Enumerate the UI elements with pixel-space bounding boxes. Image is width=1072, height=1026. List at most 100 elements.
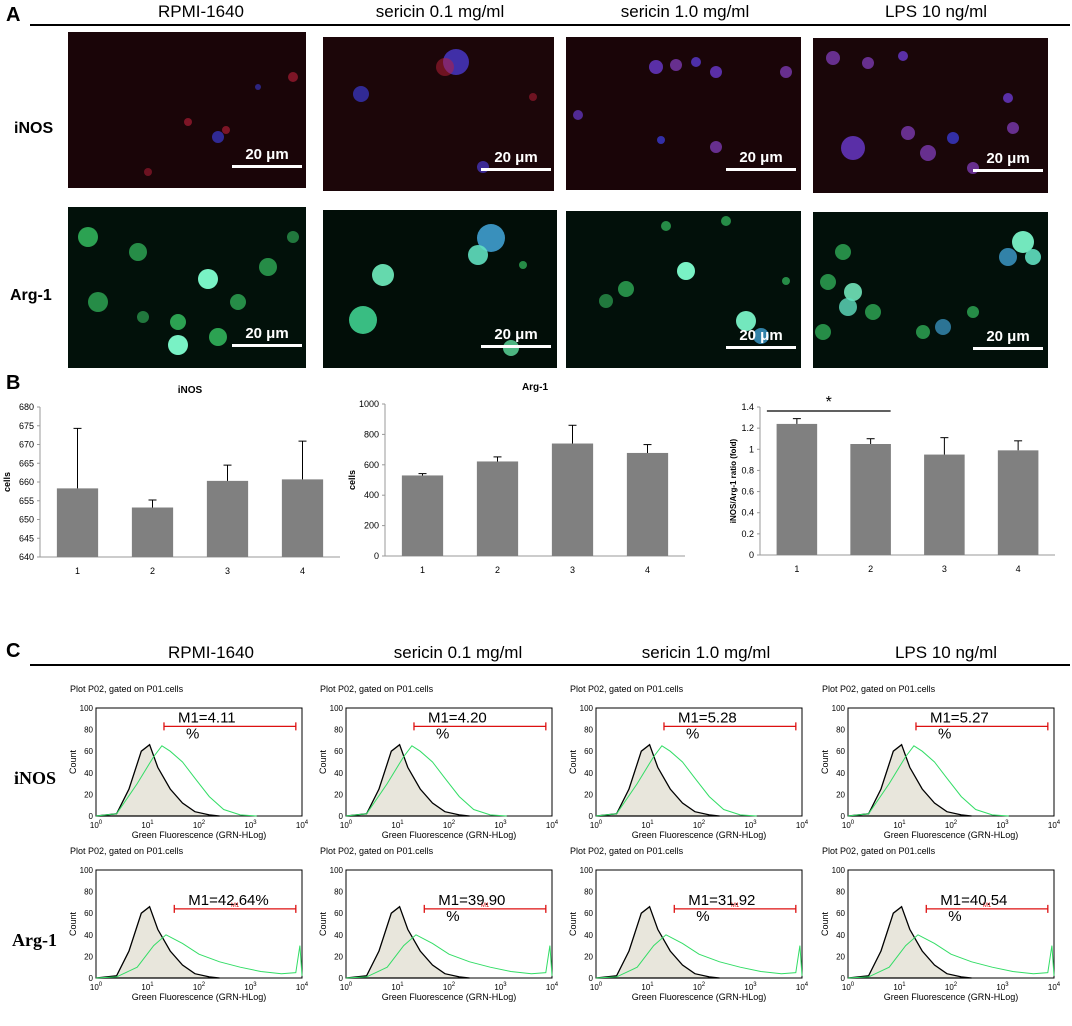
- micrograph-arg1-rpmi: 20 μm: [68, 207, 306, 368]
- micrograph-arg1-sericin10: 20 μm: [566, 211, 801, 368]
- x-tick-label: 101: [641, 820, 654, 830]
- y-tick-label: 665: [19, 458, 34, 468]
- x-tick-exponent: 0: [349, 982, 353, 988]
- control-histogram: [847, 743, 972, 817]
- y-tick-label: 640: [19, 552, 34, 562]
- y-tick-label: 40: [84, 931, 93, 940]
- y-tick-label: 600: [364, 460, 379, 470]
- m1-value-line: M1=5.27: [930, 709, 989, 726]
- panel-a-col-title-4: LPS 10 ng/ml: [884, 2, 988, 21]
- panel-c-col-title-4: LPS 10 ng/ml: [894, 643, 998, 662]
- m1-gate-label: M1: [983, 903, 992, 909]
- sample-histogram: [95, 934, 303, 979]
- control-histogram: [595, 743, 720, 817]
- flow-histogram: Plot P02, gated on P01.cells020406080100…: [820, 846, 1061, 1002]
- panel-c-letter: C: [6, 640, 21, 662]
- y-tick-label: 0: [841, 974, 846, 983]
- x-tick-label: 101: [391, 982, 404, 992]
- scale-bar: 20 μm: [481, 149, 551, 171]
- y-tick-label: 60: [84, 747, 93, 756]
- x-tick-exponent: 2: [452, 982, 456, 988]
- m1-value-line: %: [186, 725, 199, 742]
- scale-bar: 20 μm: [726, 327, 796, 349]
- x-tick-exponent: 2: [702, 982, 706, 988]
- y-tick-label: 60: [836, 909, 845, 918]
- scale-bar-label: 20 μm: [494, 149, 538, 166]
- panel-c-header-line: [30, 664, 1070, 666]
- x-axis-label: Green Fluorescence (GRN-HLog): [884, 992, 1019, 1002]
- x-tick-label: 102: [193, 982, 206, 992]
- y-tick-label: 1.2: [741, 423, 754, 433]
- x-tick-label: 4: [300, 566, 305, 576]
- x-tick-label: 102: [443, 820, 456, 830]
- x-axis-label: Green Fluorescence (GRN-HLog): [132, 830, 267, 840]
- x-tick-exponent: 3: [253, 820, 257, 826]
- x-tick-exponent: 3: [503, 820, 507, 826]
- x-axis-label: Green Fluorescence (GRN-HLog): [632, 992, 767, 1002]
- micrograph-arg1-sericin01: 20 μm: [323, 210, 557, 368]
- plot-caption: Plot P02, gated on P01.cells: [320, 846, 434, 856]
- x-tick-label: 100: [340, 982, 353, 992]
- y-tick-label: 655: [19, 496, 34, 506]
- scale-bar-label: 20 μm: [494, 326, 538, 343]
- x-tick-label: 104: [1048, 982, 1061, 992]
- x-tick-exponent: 2: [202, 820, 206, 826]
- m1-value-line: %: [938, 725, 951, 742]
- plot-caption: Plot P02, gated on P01.cells: [822, 684, 936, 694]
- panel-a-col-title-3: sericin 1.0 mg/ml: [620, 2, 750, 21]
- x-tick-label: 4: [645, 565, 650, 575]
- x-tick-exponent: 1: [400, 982, 404, 988]
- scale-bar: 20 μm: [973, 328, 1043, 350]
- y-tick-label: 80: [584, 888, 593, 897]
- flow-histogram: Plot P02, gated on P01.cells020406080100…: [568, 846, 809, 1002]
- m1-value: M1=40.54%: [940, 892, 1007, 925]
- m1-value: M1=4.11%: [178, 709, 236, 742]
- x-tick-exponent: 3: [1005, 820, 1009, 826]
- y-tick-label: 80: [334, 888, 343, 897]
- y-tick-label: 60: [84, 909, 93, 918]
- y-tick-label: 0: [841, 812, 846, 821]
- x-tick-label: 101: [391, 820, 404, 830]
- y-axis-label: Count: [820, 750, 830, 775]
- micrograph-inos-sericin01: 20 μm: [323, 37, 554, 191]
- scale-bar-label: 20 μm: [245, 325, 289, 342]
- chart-arg1-cells: Arg-1 0 200 400 600 800 1000 cells 1 2 3 4: [347, 382, 685, 575]
- y-axis-label: cells: [2, 472, 12, 492]
- micrograph-inos-sericin10-cells: [573, 57, 792, 153]
- y-tick-label: 40: [836, 769, 845, 778]
- y-axis-label: Count: [820, 912, 830, 937]
- sample-histogram: [595, 934, 803, 979]
- micrograph-inos-rpmi-cells: [144, 72, 298, 176]
- scale-bar: 20 μm: [232, 325, 302, 347]
- x-tick-exponent: 2: [954, 820, 958, 826]
- x-axis-label: Green Fluorescence (GRN-HLog): [632, 830, 767, 840]
- plot-caption: Plot P02, gated on P01.cells: [570, 684, 684, 694]
- x-tick-exponent: 0: [99, 820, 103, 826]
- y-tick-label: 200: [364, 521, 379, 531]
- panel-a-col-title-2: sericin 0.1 mg/ml: [375, 2, 505, 21]
- chart-title: Arg-1: [522, 382, 549, 393]
- panel-a-row-label-arg1: Arg-1: [10, 287, 52, 304]
- x-tick-label: 3: [942, 564, 947, 574]
- y-tick-label: 0: [589, 812, 594, 821]
- x-tick-exponent: 1: [902, 982, 906, 988]
- y-tick-label: 1000: [359, 399, 379, 409]
- x-tick-label: 102: [945, 820, 958, 830]
- m1-value-line: M1=39.90: [438, 892, 505, 909]
- x-tick-label: 102: [193, 820, 206, 830]
- panel-c-col-title-3: sericin 1.0 mg/ml: [641, 643, 771, 662]
- x-tick-exponent: 1: [150, 982, 154, 988]
- x-tick-exponent: 0: [349, 820, 353, 826]
- plot-caption: Plot P02, gated on P01.cells: [822, 846, 936, 856]
- y-tick-label: 100: [580, 704, 594, 713]
- x-tick-label: 103: [744, 982, 757, 992]
- x-axis-label: Green Fluorescence (GRN-HLog): [132, 992, 267, 1002]
- y-tick-label: 40: [334, 769, 343, 778]
- y-tick-label: 0: [339, 974, 344, 983]
- bar: [401, 475, 444, 556]
- m1-value: M1=42.64%: [188, 892, 268, 909]
- scale-bar-label: 20 μm: [986, 328, 1030, 345]
- m1-value-line: %: [686, 725, 699, 742]
- scale-bar-label: 20 μm: [986, 150, 1030, 167]
- panel-c-flow-histograms: Plot P02, gated on P01.cells020406080100…: [68, 684, 1061, 1002]
